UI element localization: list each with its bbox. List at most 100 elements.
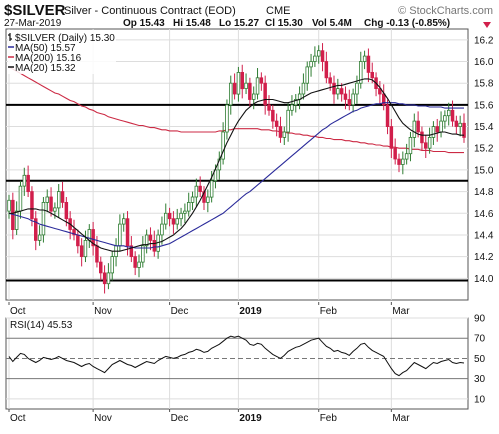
rsi-tick-label: 90 bbox=[474, 314, 486, 325]
candle-body bbox=[450, 109, 455, 122]
candle-body bbox=[57, 191, 61, 209]
candle-body bbox=[271, 109, 275, 122]
date-tick-label: Feb bbox=[320, 306, 338, 317]
candle-body bbox=[137, 261, 141, 268]
candle-body bbox=[34, 218, 38, 241]
candle-body bbox=[336, 88, 340, 95]
candle-body bbox=[267, 104, 271, 111]
legend-label-price: $SILVER (Daily) 15.30 bbox=[15, 33, 115, 44]
rsi-reference-lines bbox=[6, 337, 468, 380]
candle-body bbox=[309, 61, 313, 68]
candle-body bbox=[167, 212, 172, 220]
candle-body bbox=[301, 82, 306, 95]
candle-body bbox=[60, 191, 65, 203]
candle-body bbox=[133, 256, 137, 268]
candle-body bbox=[404, 153, 409, 160]
candle-body bbox=[64, 201, 69, 220]
candle-body bbox=[347, 99, 352, 106]
candle-body bbox=[320, 50, 325, 62]
price-tick-label: 14.4 bbox=[474, 230, 494, 241]
candle-body bbox=[358, 61, 363, 84]
legend-item-price: $SILVER (Daily) 15.30 bbox=[8, 33, 115, 44]
candle-body bbox=[30, 191, 34, 220]
date-tick-label: Mar bbox=[392, 306, 410, 317]
candle-body bbox=[206, 196, 210, 203]
candle-body bbox=[293, 99, 298, 106]
candle-body bbox=[83, 239, 88, 258]
candle-body bbox=[248, 82, 252, 100]
candle-body bbox=[144, 234, 149, 247]
candle-body bbox=[274, 120, 279, 127]
candle-body bbox=[37, 234, 42, 241]
candle-body bbox=[401, 158, 405, 165]
candle-body bbox=[439, 120, 443, 133]
candle-body bbox=[416, 120, 420, 133]
date-tick-label: 2019 bbox=[239, 413, 262, 424]
chart-symbol[interactable]: $SILVER bbox=[4, 2, 66, 19]
price-tick-label: 15.6 bbox=[474, 100, 494, 111]
candle-body bbox=[152, 239, 157, 252]
candle-body bbox=[91, 229, 95, 247]
candle-body bbox=[118, 223, 122, 247]
ma20-line bbox=[9, 78, 464, 252]
candle-body bbox=[18, 185, 23, 212]
candle-body bbox=[316, 50, 321, 57]
candle-body bbox=[53, 207, 57, 212]
candle-body bbox=[198, 185, 202, 192]
price-tick-label: 14.2 bbox=[474, 252, 494, 263]
price-tick-label: 16.0 bbox=[474, 57, 494, 68]
candle-body bbox=[290, 104, 294, 111]
candle-body bbox=[423, 142, 428, 149]
rsi-tick-label: 70 bbox=[474, 334, 486, 345]
chart-exchange: CME bbox=[266, 5, 290, 17]
candle-body bbox=[163, 212, 168, 225]
candle-body bbox=[370, 72, 374, 79]
candle-body bbox=[148, 234, 153, 241]
date-tick-label: Dec bbox=[171, 306, 189, 317]
rsi-grid bbox=[6, 317, 468, 409]
rsi-tick-label: 30 bbox=[474, 374, 486, 385]
candle-body bbox=[141, 245, 145, 263]
candle-body bbox=[305, 66, 309, 84]
candle-body bbox=[22, 174, 27, 187]
candle-body bbox=[332, 82, 336, 95]
candle-body bbox=[110, 256, 115, 274]
quote-high: Hi 15.48 bbox=[173, 18, 211, 29]
candle-body bbox=[263, 82, 267, 106]
candlesticks bbox=[7, 43, 466, 294]
candle-body bbox=[393, 147, 397, 160]
legend-label-ma200: MA(200) 15.16 bbox=[15, 53, 82, 64]
chart-description: Silver - Continuous Contract (EOD) bbox=[64, 5, 236, 17]
candle-body bbox=[228, 82, 233, 106]
legend-item-ma200: MA(200) 15.16 bbox=[8, 53, 82, 64]
quote-close: Cl 15.30 bbox=[265, 18, 303, 29]
candle-body bbox=[14, 210, 19, 230]
candle-body bbox=[99, 261, 103, 274]
rsi-tick-label: 10 bbox=[474, 394, 486, 405]
candle-body bbox=[209, 180, 214, 198]
candle-body bbox=[232, 82, 237, 95]
candle-body bbox=[45, 196, 50, 203]
candle-body bbox=[251, 93, 256, 100]
ma200-series bbox=[8, 66, 464, 154]
candle-body bbox=[76, 234, 80, 247]
candle-body bbox=[102, 272, 107, 285]
price-tick-label: 15.2 bbox=[474, 144, 494, 155]
candle-body bbox=[324, 61, 329, 79]
candle-body bbox=[389, 126, 394, 149]
candle-body bbox=[236, 72, 241, 95]
stockcharts-watermark[interactable]: © StockCharts.com bbox=[398, 5, 493, 17]
candle-body bbox=[355, 82, 359, 95]
legend-item-ma20: MA(20) 15.32 bbox=[8, 63, 76, 74]
candle-body bbox=[122, 218, 126, 225]
candle-body bbox=[255, 77, 260, 95]
candle-body bbox=[186, 201, 191, 212]
candle-body bbox=[160, 223, 164, 236]
rsi-series bbox=[8, 335, 465, 377]
date-tick-label: Oct bbox=[10, 306, 26, 317]
candle-body bbox=[7, 199, 11, 212]
price-legend: $SILVER (Daily) 15.30 MA(50) 15.57 MA(20… bbox=[8, 30, 116, 74]
down-triangle-icon bbox=[483, 22, 491, 28]
